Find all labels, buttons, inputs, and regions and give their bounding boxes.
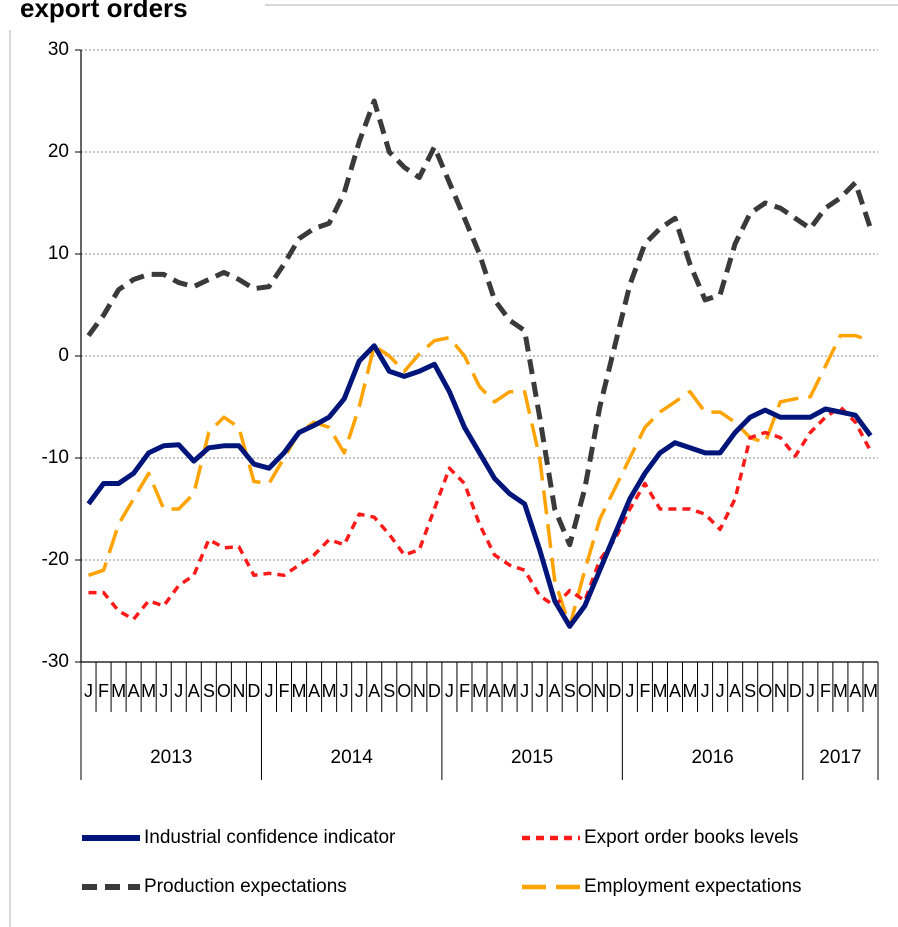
- y-tick-label: 10: [48, 243, 69, 264]
- x-tick-label: A: [489, 681, 501, 701]
- x-tick-label: O: [217, 681, 231, 701]
- x-tick-label: A: [729, 681, 741, 701]
- x-tick-label: J: [84, 681, 93, 701]
- y-tick-label: 20: [48, 141, 69, 162]
- x-tick-label: M: [683, 681, 698, 701]
- x-tick-label: N: [413, 681, 426, 701]
- x-tick-label: J: [264, 681, 273, 701]
- legend-label: Employment expectations: [584, 876, 802, 897]
- x-tick-label: F: [639, 681, 650, 701]
- x-tick-label: J: [520, 681, 529, 701]
- x-tick-label: M: [322, 681, 337, 701]
- x-tick-label: J: [174, 681, 183, 701]
- year-label: 2014: [331, 747, 374, 768]
- year-label: 2016: [691, 747, 733, 768]
- y-tick-label: -10: [42, 447, 69, 468]
- x-tick-label: D: [247, 681, 260, 701]
- chart-title: export orders: [20, 0, 188, 23]
- x-tick-label: J: [445, 681, 454, 701]
- x-tick-label: M: [502, 681, 517, 701]
- x-tick-label: M: [141, 681, 156, 701]
- series-line: [88, 405, 873, 621]
- x-tick-label: J: [701, 681, 710, 701]
- x-tick-label: A: [188, 681, 200, 701]
- x-tick-label: F: [279, 681, 290, 701]
- year-label: 2013: [150, 747, 192, 768]
- x-tick-label: J: [806, 681, 815, 701]
- x-tick-label: F: [98, 681, 109, 701]
- x-tick-label: S: [744, 681, 756, 701]
- x-tick-label: S: [564, 681, 576, 701]
- x-tick-label: F: [459, 681, 470, 701]
- x-tick-label: O: [758, 681, 772, 701]
- x-tick-label: F: [820, 681, 831, 701]
- x-tick-label: D: [789, 681, 802, 701]
- x-tick-label: J: [355, 681, 364, 701]
- x-tick-label: J: [535, 681, 544, 701]
- x-tick-label: A: [549, 681, 561, 701]
- series-line: [86, 343, 873, 629]
- x-tick-label: J: [625, 681, 634, 701]
- x-tick-label: A: [308, 681, 320, 701]
- x-tick-label: A: [128, 681, 140, 701]
- x-tick-label: M: [652, 681, 667, 701]
- x-tick-label: J: [159, 681, 168, 701]
- y-tick-label: 30: [48, 39, 69, 60]
- x-tick-label: N: [593, 681, 606, 701]
- x-tick-label: M: [863, 681, 878, 701]
- y-tick-label: 0: [58, 345, 69, 366]
- legend-label: Export order books levels: [584, 827, 798, 848]
- series-line: [87, 333, 872, 629]
- x-tick-label: S: [383, 681, 395, 701]
- x-tick-label: O: [397, 681, 411, 701]
- x-tick-label: D: [608, 681, 621, 701]
- y-tick-label: -20: [42, 549, 69, 570]
- x-tick-label: M: [833, 681, 848, 701]
- x-tick-label: N: [774, 681, 787, 701]
- legend-label: Production expectations: [144, 876, 347, 897]
- x-tick-label: A: [849, 681, 861, 701]
- x-tick-label: D: [428, 681, 441, 701]
- legend-label: Industrial confidence indicator: [144, 827, 396, 848]
- x-tick-label: M: [111, 681, 126, 701]
- x-tick-label: J: [340, 681, 349, 701]
- x-tick-label: A: [669, 681, 681, 701]
- year-label: 2015: [511, 747, 553, 768]
- x-tick-label: S: [203, 681, 215, 701]
- x-tick-label: A: [368, 681, 380, 701]
- x-tick-label: M: [292, 681, 307, 701]
- x-tick-label: N: [232, 681, 245, 701]
- x-tick-label: M: [472, 681, 487, 701]
- y-tick-label: -30: [42, 651, 69, 672]
- x-tick-label: J: [716, 681, 725, 701]
- year-label: 2017: [819, 747, 861, 768]
- series-line: [86, 98, 873, 548]
- x-tick-label: O: [578, 681, 592, 701]
